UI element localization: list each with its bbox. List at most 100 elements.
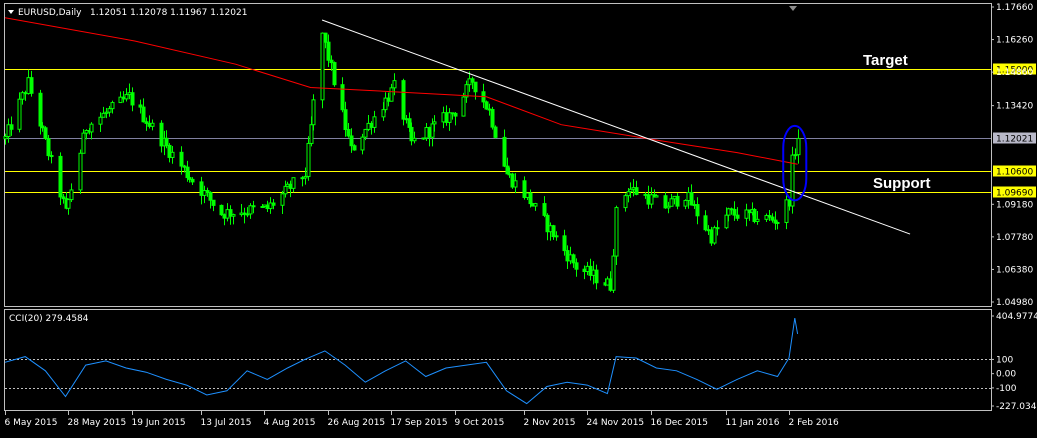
candle-30 (124, 88, 129, 102)
candle-body-32 (130, 92, 135, 106)
candle-167 (675, 193, 680, 210)
candle-body-177 (715, 227, 720, 230)
candle-46 (187, 171, 192, 183)
candle-body-94 (383, 97, 388, 111)
candle-134 (545, 213, 550, 241)
candle-94 (383, 92, 388, 113)
candle-152 (614, 205, 619, 265)
candle-body-10 (43, 127, 48, 140)
candle-9 (40, 122, 45, 132)
candle-body-3 (17, 98, 22, 130)
candle-7 (29, 70, 34, 97)
candle-188 (764, 213, 769, 222)
candle-body-37 (150, 122, 155, 127)
candle-body-14 (61, 196, 66, 200)
trendline-group (321, 19, 911, 235)
cci-panel-frame (4, 309, 992, 411)
candle-42 (170, 145, 175, 164)
candle-11 (46, 135, 51, 161)
candle-153 (623, 193, 628, 212)
candle-body-19 (81, 132, 86, 154)
candle-26 (107, 105, 112, 117)
candle-body-183 (744, 209, 749, 219)
candle-53 (219, 204, 224, 216)
x-tick-label-7: 9 Oct 2015 (455, 418, 505, 428)
candle-body-128 (522, 180, 527, 198)
candle-body-79 (323, 32, 328, 43)
candle-142 (574, 258, 579, 277)
candle-164 (666, 201, 671, 214)
candle-body-114 (464, 84, 469, 98)
candle-body-9 (40, 125, 45, 129)
candle-72 (291, 177, 296, 193)
candle-body-112 (453, 112, 458, 117)
cci-line (4, 318, 799, 405)
candle-body-45 (185, 166, 190, 179)
candle-body-137 (554, 235, 559, 238)
candle-61 (248, 203, 253, 219)
candle-body-176 (712, 227, 717, 244)
candle-114 (464, 80, 469, 103)
candle-body-130 (528, 192, 533, 205)
candle-10 (43, 126, 48, 140)
candle-40 (164, 130, 169, 149)
candle-body-27 (110, 102, 115, 110)
candle-80 (326, 34, 331, 67)
candle-body-62 (251, 205, 256, 208)
candle-187 (755, 210, 760, 225)
candle-52 (211, 199, 216, 212)
candle-133 (542, 196, 547, 218)
candle-157 (634, 180, 639, 196)
candle-47 (190, 177, 195, 185)
level-price-tag-text-1: 1.10600 (996, 168, 1033, 178)
symbol-menu-triangle-icon[interactable] (8, 10, 14, 14)
candle-17 (69, 183, 74, 202)
cci-series (4, 318, 991, 405)
target-label: Target (863, 52, 908, 69)
candle-body-22 (89, 123, 94, 133)
x-tick-label-10: 16 Dec 2015 (651, 418, 709, 428)
candle-89 (363, 128, 368, 141)
candle-16 (66, 198, 71, 215)
candle-body-1 (6, 124, 11, 138)
candle-body-162 (654, 195, 659, 198)
level-price-tag-text-2: 1.09690 (996, 189, 1033, 199)
candle-117 (473, 81, 478, 100)
candle-3 (17, 92, 22, 133)
chart-shift-marker-icon[interactable] (789, 6, 797, 11)
candle-151 (611, 249, 616, 294)
candle-75 (306, 136, 311, 181)
support-label: Support (873, 175, 931, 192)
candle-170 (689, 184, 694, 206)
candle-136 (551, 224, 556, 240)
candle-25 (104, 108, 109, 119)
candle-body-195 (790, 154, 795, 207)
candle-155 (628, 182, 633, 198)
cci-tick-label-0: 404.9774 (996, 312, 1037, 322)
candle-190 (770, 213, 775, 223)
candle-body-43 (179, 151, 184, 167)
candle-body-56 (228, 209, 233, 217)
candle-137 (554, 231, 559, 241)
candle-body-69 (283, 185, 288, 195)
candle-50 (205, 187, 210, 197)
candle-body-83 (340, 84, 345, 111)
candle-84 (343, 101, 348, 137)
x-tick-label-9: 24 Nov 2015 (587, 418, 645, 428)
candle-body-4 (20, 92, 25, 100)
candle-body-173 (703, 215, 708, 231)
candle-body-142 (574, 262, 579, 270)
candle-18 (78, 149, 83, 194)
candle-88 (360, 133, 365, 155)
candle-186 (752, 207, 757, 224)
candle-122 (493, 125, 498, 139)
candle-34 (141, 98, 146, 123)
candle-119 (484, 100, 489, 110)
candle-49 (202, 185, 207, 204)
cci-tick-label-2: 0.00 (996, 370, 1016, 380)
candle-body-107 (432, 121, 437, 125)
candle-body-103 (421, 137, 426, 140)
candle-body-48 (199, 181, 204, 196)
candle-body-67 (271, 202, 276, 206)
candle-body-98 (401, 80, 406, 120)
